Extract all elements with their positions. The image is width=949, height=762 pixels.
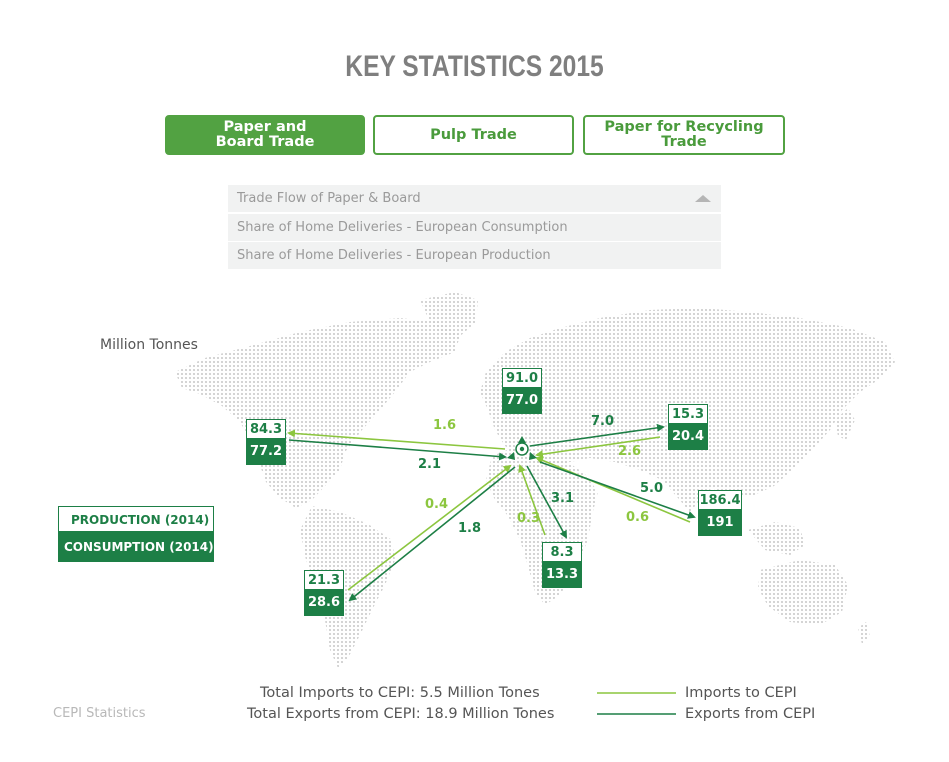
dropdown-item-label: Share of Home Deliveries - European Cons… xyxy=(237,219,568,235)
cepi-hub-icon xyxy=(507,436,537,460)
production-legend: PRODUCTION (2014) xyxy=(58,506,214,532)
dropdown-item-label: Trade Flow of Paper & Board xyxy=(237,191,421,206)
tab-label: Pulp Trade xyxy=(430,126,517,143)
imports-flow-africa xyxy=(518,464,546,536)
consumption-value: 77.0 xyxy=(502,388,542,414)
source-label: CEPI Statistics xyxy=(53,706,146,721)
exports-value-asia: 5.0 xyxy=(640,481,664,496)
tab-paper-and-board-trade[interactable]: Paper and Board Trade xyxy=(165,115,365,155)
statistic-selector[interactable]: Trade Flow of Paper & Board Share of Hom… xyxy=(228,185,721,270)
exports-value-russia: 7.0 xyxy=(591,414,615,429)
total-imports-text: Total Imports to CEPI: 5.5 Million Tones xyxy=(260,685,540,701)
region-box-north-america: 84.3 77.2 xyxy=(246,419,286,465)
tab-paper-for-recycling-trade[interactable]: Paper for Recycling Trade xyxy=(583,115,785,155)
unit-label: Million Tonnes xyxy=(100,337,198,353)
total-exports-text: Total Exports from CEPI: 18.9 Million To… xyxy=(247,706,555,722)
region-box-latin-america: 21.3 28.6 xyxy=(304,570,344,616)
imports-value-russia: 2.6 xyxy=(618,444,642,459)
dropdown-item-home-deliveries-consumption[interactable]: Share of Home Deliveries - European Cons… xyxy=(228,213,721,241)
region-box-russia: 15.3 20.4 xyxy=(668,404,708,450)
imports-value-latin-america: 0.4 xyxy=(425,497,449,512)
exports-flow-russia xyxy=(529,423,665,447)
production-value: 84.3 xyxy=(246,419,286,439)
production-value: 8.3 xyxy=(542,542,582,562)
tab-label: Paper and Board Trade xyxy=(215,119,315,150)
dropdown-item-label: Share of Home Deliveries - European Prod… xyxy=(237,248,551,263)
exports-flow-africa xyxy=(526,465,567,539)
exports-flow-north-america xyxy=(288,439,507,461)
consumption-value: 28.6 xyxy=(304,590,344,616)
imports-value-north-america: 1.6 xyxy=(433,418,457,433)
consumption-value: 13.3 xyxy=(542,562,582,588)
production-value: 186.4 xyxy=(698,490,742,510)
caret-up-icon[interactable] xyxy=(695,195,711,202)
exports-legend-label: Exports from CEPI xyxy=(685,706,816,722)
consumption-value: 191 xyxy=(698,510,742,536)
exports-value-north-america: 2.1 xyxy=(418,457,442,472)
imports-flow-latin-america xyxy=(347,464,512,591)
exports-flow-asia xyxy=(539,461,696,519)
imports-value-asia: 0.6 xyxy=(626,510,650,525)
imports-flow-north-america xyxy=(287,429,506,450)
tab-pulp-trade[interactable]: Pulp Trade xyxy=(373,115,574,155)
imports-legend-label: Imports to CEPI xyxy=(685,685,797,701)
production-value: 15.3 xyxy=(668,404,708,424)
region-box-africa: 8.3 13.3 xyxy=(542,542,582,588)
region-box-europe: 91.0 77.0 xyxy=(502,368,542,414)
exports-flow-latin-america xyxy=(348,466,516,602)
dropdown-item-home-deliveries-production[interactable]: Share of Home Deliveries - European Prod… xyxy=(228,242,721,269)
consumption-value: 77.2 xyxy=(246,439,286,465)
consumption-value: 20.4 xyxy=(668,424,708,450)
imports-flow-asia xyxy=(535,456,691,523)
production-value: 21.3 xyxy=(304,570,344,590)
production-value: 91.0 xyxy=(502,368,542,388)
exports-value-africa: 3.1 xyxy=(551,491,575,506)
tab-label: Paper for Recycling Trade xyxy=(604,119,764,150)
exports-value-latin-america: 1.8 xyxy=(458,521,482,536)
imports-value-africa: 0.3 xyxy=(517,511,541,526)
map-legend: PRODUCTION (2014) CONSUMPTION (2014) xyxy=(58,506,214,562)
region-box-asia: 186.4 191 xyxy=(698,490,742,536)
imports-flow-russia xyxy=(535,436,661,459)
page-title: KEY STATISTICS 2015 xyxy=(345,50,604,83)
dropdown-item-trade-flow[interactable]: Trade Flow of Paper & Board xyxy=(228,185,721,212)
consumption-legend: CONSUMPTION (2014) xyxy=(58,532,214,562)
